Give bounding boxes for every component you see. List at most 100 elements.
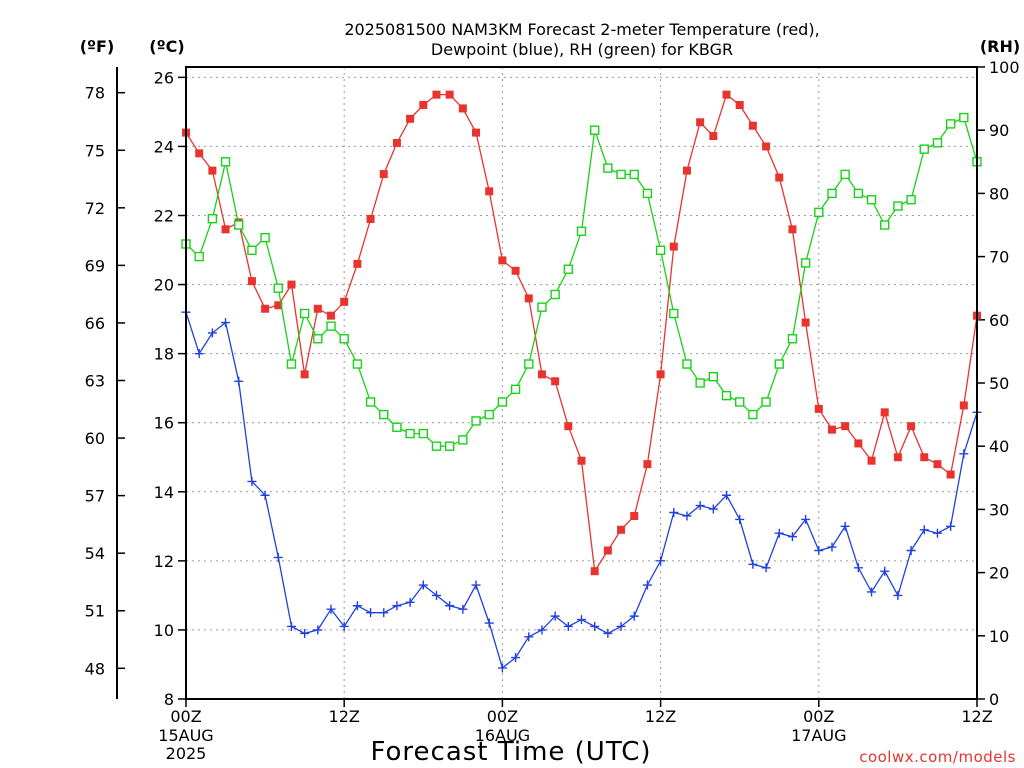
- temperature-point: [221, 225, 230, 234]
- rh-point: [827, 188, 837, 199]
- f-tick-label: 57: [85, 487, 105, 506]
- temperature-point: [392, 138, 401, 147]
- c-tick-label: 22: [154, 207, 174, 226]
- rh-tick-label: 40: [989, 437, 1009, 456]
- f-tick-label: 63: [85, 372, 105, 391]
- dewpoint-point: [563, 621, 573, 631]
- rh-point: [959, 112, 969, 123]
- chart-title: 2025081500 NAM3KM Forecast 2-meter Tempe…: [344, 20, 819, 59]
- rh-point: [220, 157, 231, 167]
- c-tick-label: 8: [164, 690, 174, 709]
- temperature-point: [313, 304, 322, 313]
- dewpoint-point: [379, 608, 389, 618]
- rh-point: [392, 422, 402, 432]
- temperature-point: [946, 470, 955, 479]
- rh-tick-label: 70: [989, 248, 1009, 267]
- rh-point: [866, 195, 877, 205]
- dewpoint-point: [629, 611, 639, 621]
- dewpoint-point: [656, 556, 666, 566]
- dewpoint-point: [497, 663, 507, 673]
- dewpoint-point: [260, 490, 270, 500]
- c-tick-label: 14: [154, 483, 174, 502]
- fahrenheit-axis: 48 51 54 57 60 63 66 69 72 75 78: [85, 67, 125, 699]
- rh-point: [207, 213, 218, 224]
- dewpoint-point: [326, 604, 336, 614]
- temperature-point: [458, 104, 467, 113]
- temperature-point: [709, 132, 718, 141]
- dewpoint-point: [787, 532, 797, 542]
- temperature-point: [788, 225, 797, 234]
- rh-point: [550, 289, 560, 300]
- dewpoint-point: [352, 601, 362, 611]
- rh-point: [655, 245, 666, 255]
- rh-point: [458, 435, 468, 445]
- rh-point: [365, 397, 376, 407]
- x-tick-hour: 00Z: [487, 707, 518, 726]
- temperature-point: [195, 149, 204, 158]
- temperature-point: [274, 301, 283, 310]
- dewpoint-point: [524, 632, 534, 642]
- rh-point: [563, 264, 574, 274]
- f-tick-label: 54: [85, 544, 105, 563]
- dewpoint-point: [550, 611, 560, 621]
- rh-tick-label: 60: [989, 311, 1009, 330]
- rh-point: [642, 188, 653, 199]
- x-tick-date: 15AUG: [158, 726, 213, 745]
- dewpoint-point: [577, 615, 586, 625]
- rh-point: [800, 258, 811, 268]
- temperature-point: [208, 166, 217, 175]
- temperature-point: [564, 422, 573, 431]
- rh-point: [629, 169, 639, 180]
- rh-unit-label: (RH): [980, 37, 1020, 56]
- rh-point: [735, 397, 745, 407]
- credit-text: coolwx.com/models: [859, 748, 1016, 766]
- temperature-point: [419, 100, 428, 109]
- rh-tick-label: 50: [989, 374, 1009, 393]
- dewpoint-point: [590, 621, 600, 631]
- c-tick-label: 26: [154, 68, 174, 87]
- temperature-point: [893, 453, 902, 462]
- rh-point: [906, 195, 916, 205]
- dewpoint-point: [748, 559, 758, 569]
- temperature-point: [854, 439, 863, 448]
- rh-point: [669, 308, 679, 319]
- x-tick-hour: 00Z: [170, 707, 201, 726]
- temperature-point: [643, 460, 652, 469]
- rh-point: [418, 428, 428, 439]
- rh-point: [524, 359, 534, 369]
- dewpoint-series: [181, 307, 982, 673]
- f-tick-label: 72: [85, 199, 105, 218]
- temperature-point: [524, 294, 533, 303]
- dewpoint-point: [339, 621, 349, 631]
- rh-point: [932, 138, 943, 148]
- temperature-point: [366, 214, 375, 223]
- temperature-point: [920, 453, 929, 462]
- rh-point: [247, 245, 257, 255]
- rh-point: [326, 321, 336, 331]
- x-tick-hour: 12Z: [329, 707, 360, 726]
- rh-point: [405, 428, 415, 439]
- temperature-point: [353, 259, 362, 268]
- temperature-point: [933, 460, 942, 469]
- title-line-2: Dewpoint (blue), RH (green) for KBGR: [431, 40, 733, 59]
- dewpoint-point: [300, 628, 310, 638]
- temperature-point: [735, 100, 744, 109]
- c-tick-label: 12: [154, 552, 174, 571]
- c-tick-label: 24: [154, 137, 174, 156]
- rh-point: [603, 163, 613, 173]
- plot-frame: [185, 66, 978, 700]
- rh-tick-label: 80: [989, 184, 1009, 203]
- rh-point: [616, 169, 626, 180]
- dewpoint-point: [405, 597, 415, 607]
- dewpoint-point: [431, 590, 441, 600]
- dewpoint-point: [814, 545, 824, 555]
- rh-point: [814, 207, 824, 218]
- temperature-point: [432, 90, 441, 99]
- f-tick-label: 78: [85, 84, 105, 103]
- f-tick-label: 48: [85, 659, 105, 678]
- rh-point: [537, 302, 547, 312]
- dewpoint-point: [867, 587, 877, 597]
- temperature-point: [814, 404, 823, 413]
- dewpoint-point: [616, 621, 626, 631]
